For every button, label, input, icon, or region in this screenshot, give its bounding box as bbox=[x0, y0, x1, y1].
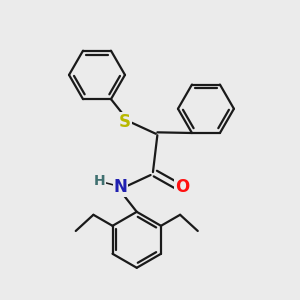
Text: S: S bbox=[119, 113, 131, 131]
Text: N: N bbox=[114, 178, 128, 196]
Text: H: H bbox=[94, 174, 106, 188]
Text: O: O bbox=[175, 178, 190, 196]
